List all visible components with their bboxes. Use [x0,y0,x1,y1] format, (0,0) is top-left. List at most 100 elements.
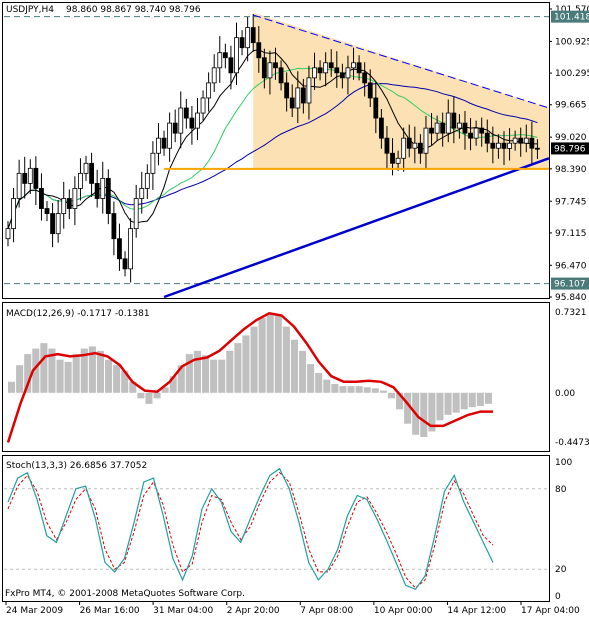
candle [328,49,334,77]
y-axis-labels: 101.570 100.925 100.295 99.665 99.020 98.390 9… [549,5,589,602]
candle-body [245,27,251,49]
candle [496,134,501,159]
x-tick-label: 2 Apr 20:00 [227,606,280,616]
candle-body [356,62,362,74]
candle-body [273,62,278,69]
candle-body [122,258,128,270]
candle-body [111,213,117,240]
candle-body [496,142,501,149]
candle-body [128,228,134,270]
x-tick-label: 17 Apr 04:00 [521,606,580,616]
price-panel[interactable] [2,2,550,299]
candle [217,36,223,83]
candle-body [256,42,262,59]
candle [451,96,457,144]
candle-body [211,67,217,84]
candle-body [150,152,156,174]
candle-body [11,198,16,230]
candle-body [228,57,234,74]
candle [200,90,206,121]
candle-body [317,67,323,74]
candle [256,26,262,73]
candle [22,156,28,199]
macd-histogram-bar [484,392,492,404]
candle-body [206,82,212,99]
candle [195,97,200,141]
candle [300,78,306,114]
copyright-text: FxPro MT4, © 2001-2008 MetaQuotes Softwa… [5,589,245,599]
candle [66,189,72,220]
candle [55,199,61,243]
macd-histogram-bar [331,383,339,393]
candle-body [178,107,184,134]
macd-histogram-bar [137,392,145,399]
macd-histogram-bar [315,372,323,393]
candle-body [395,157,401,164]
x-tick-label: 24 Mar 2009 [6,606,63,616]
macd-histogram-bar [64,361,72,393]
candle-body [367,82,373,99]
macd-histogram-bar [177,365,185,393]
macd-histogram-bar [282,326,290,393]
candle [518,127,524,157]
candle-body [300,87,306,104]
candle-body [334,67,340,74]
candle-body [183,107,189,119]
candle-body [39,188,44,209]
candle-body [445,112,451,134]
candle-body [351,62,356,69]
price-tick-label: 97.115 [555,229,587,239]
candle-body [406,137,412,149]
candle [161,130,167,156]
candle [535,139,540,159]
candle [172,109,178,143]
stochastic-panel[interactable] [2,455,550,602]
candle-body [105,177,111,214]
candle [211,54,217,92]
candle-body [33,167,39,189]
candle-body [55,213,61,235]
macd-histogram-bar [444,392,452,415]
stoch-tick-label: 20 [555,565,567,575]
candle-body [250,27,256,44]
candle [117,223,122,271]
candle [473,120,479,146]
stoch-tick-label: 0 [555,592,561,602]
macd-histogram-bar [145,392,153,404]
candle-body [144,172,150,189]
candle-body [284,82,290,99]
macd-histogram-bar [32,348,40,393]
x-tick-label: 7 Apr 08:00 [300,606,353,616]
candle-body [378,117,384,139]
candle [50,203,55,248]
candle-body [384,137,390,154]
candle [529,121,535,164]
candle-body [100,177,106,199]
candle-body [440,122,446,134]
candle [423,116,429,170]
candle-body [200,97,206,114]
candle [306,65,312,120]
macd-panel[interactable] [2,302,550,452]
macd-histogram-bar [40,343,48,393]
candle-body [50,213,55,235]
stoch-main-line [7,467,494,591]
candle-body [390,152,395,164]
macd-histogram-bar [80,348,88,393]
macd-histogram-bar [258,317,266,393]
macd-label: MACD(12,26,9) -0.1717 -0.1381 [6,309,150,319]
candle [378,109,384,149]
candle-body [457,122,462,129]
x-tick-label: 26 Mar 16:00 [80,606,140,616]
macd-histogram-bar [290,339,298,393]
upper-trendline [253,14,550,109]
macd-histogram-bar [16,365,24,393]
candle [289,84,295,118]
candle-body [295,87,301,109]
candle [468,118,473,151]
candle [445,99,451,143]
candle [122,251,128,277]
price-marker-label: 96.107 [554,280,586,290]
macd-histogram-bar [210,359,218,393]
